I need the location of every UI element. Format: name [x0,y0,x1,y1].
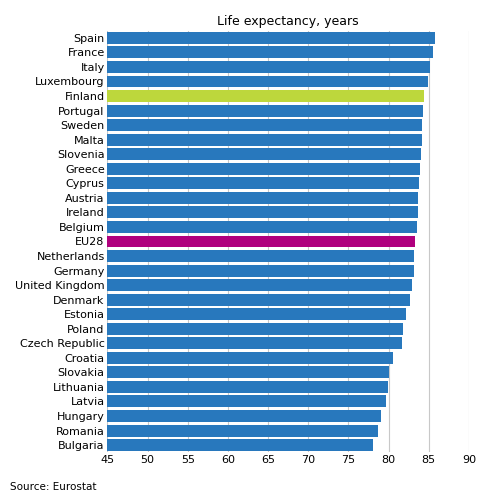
Bar [108,177,419,189]
Bar [108,192,418,204]
Bar [108,250,414,262]
Bar [108,425,378,437]
Bar [108,104,423,116]
Bar [108,163,420,175]
Title: Life expectancy, years: Life expectancy, years [218,15,359,28]
Bar [108,134,422,146]
Bar [108,381,388,393]
Bar [108,323,403,335]
Bar [108,410,381,422]
Bar [108,61,430,73]
Bar [108,337,402,349]
Bar [108,308,406,320]
Bar [108,221,417,233]
Bar [108,352,393,364]
Bar [108,439,373,451]
Bar [108,279,412,291]
Text: Source: Eurostat: Source: Eurostat [10,482,96,492]
Bar [108,294,410,305]
Bar [108,148,421,160]
Bar [108,119,422,131]
Bar [108,76,428,88]
Bar [108,206,417,218]
Bar [108,396,386,407]
Bar [108,366,389,378]
Bar [108,265,413,277]
Bar [108,47,433,58]
Bar [108,236,415,248]
Bar [108,32,435,44]
Bar [108,90,424,102]
